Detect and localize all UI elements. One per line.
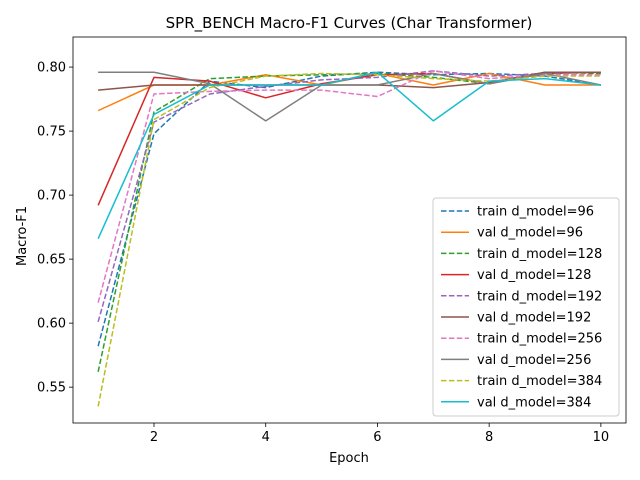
series-line-5 [97,70,601,323]
legend-entry: train d_model=128 [477,247,602,262]
series-layer [97,70,602,407]
x-tick-label: 6 [373,430,381,445]
series-line-3 [97,71,601,372]
chart-title: SPR_BENCH Macro-F1 Curves (Char Transfor… [166,14,533,33]
plot-area-frame [72,36,627,424]
legend-entry: train d_model=96 [477,205,594,220]
series-line-7 [97,70,601,303]
y-tick-label: 0.55 [37,381,66,396]
series-line-10 [97,71,601,239]
legend-entry: train d_model=384 [477,374,602,389]
legend-entry: val d_model=128 [477,268,591,283]
legend-entry: val d_model=256 [477,353,591,368]
legend-entry: train d_model=256 [477,332,602,347]
y-tick-label: 0.80 [37,61,66,76]
x-axis-label: Epoch [329,451,369,466]
ticks-layer: 2 4 6 8 10 0.55 0.60 0.65 0.70 0.75 0.80 [37,61,609,445]
legend-entry: train d_model=192 [477,289,602,304]
y-tick-label: 0.65 [37,253,66,268]
y-tick-label: 0.75 [37,125,66,140]
legend-entry: val d_model=192 [477,311,591,326]
x-tick-label: 4 [262,430,270,445]
series-line-9 [97,72,601,407]
y-tick-label: 0.70 [37,189,66,204]
legend-entry: val d_model=384 [477,395,591,410]
x-tick-label: 2 [150,430,158,445]
x-tick-label: 10 [593,430,610,445]
y-tick-label: 0.60 [37,317,66,332]
legend-entry: val d_model=96 [477,226,583,241]
y-axis-label: Macro-F1 [15,206,30,266]
legend-box [432,197,620,417]
x-tick-label: 8 [485,430,493,445]
